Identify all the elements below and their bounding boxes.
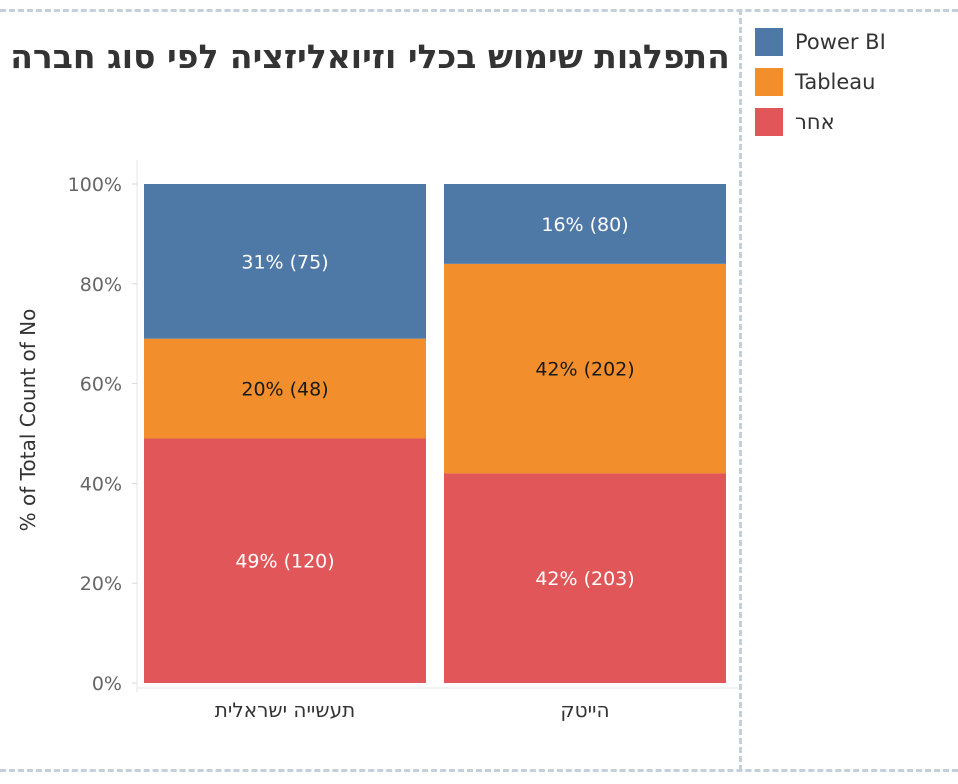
data-label: 42% (202) — [535, 359, 634, 381]
y-tick-label: 80% — [80, 274, 122, 296]
legend-swatch — [755, 68, 783, 96]
panel-divider — [739, 9, 742, 771]
legend: Power BI Tableau אחר — [755, 22, 886, 142]
y-tick-label: 0% — [92, 673, 122, 695]
data-label: 31% (75) — [241, 251, 328, 273]
legend-swatch — [755, 28, 783, 56]
y-axis-title: % of Total Count of No — [16, 309, 40, 532]
bar-segment — [144, 184, 426, 339]
legend-item[interactable]: אחר — [755, 102, 886, 142]
bar-segment — [144, 338, 426, 439]
data-label: 16% (80) — [541, 214, 628, 236]
data-label: 20% (48) — [241, 379, 328, 401]
y-tick-label: 60% — [80, 374, 122, 396]
bar-segment — [444, 184, 726, 264]
bottom-border — [0, 769, 958, 772]
chart-title: התפלגות שימוש בכלי וזיואליזציה לפי סוג ח… — [10, 37, 730, 76]
y-tick-label: 20% — [80, 573, 122, 595]
bar-segment — [444, 263, 726, 474]
bar-segment — [444, 473, 726, 683]
bar-segment — [144, 438, 426, 683]
legend-item[interactable]: Power BI — [755, 22, 886, 62]
legend-label: Power BI — [795, 30, 886, 54]
x-category-label: תעשייה ישראלית — [215, 698, 356, 722]
legend-label: אחר — [795, 110, 835, 134]
legend-item[interactable]: Tableau — [755, 62, 886, 102]
top-border — [0, 9, 958, 12]
legend-swatch — [755, 108, 783, 136]
data-label: 49% (120) — [235, 551, 334, 573]
y-tick-label: 40% — [80, 473, 122, 495]
y-tick-label: 100% — [68, 174, 122, 196]
x-category-label: הייטק — [560, 698, 609, 722]
legend-label: Tableau — [795, 70, 876, 94]
data-label: 42% (203) — [535, 568, 634, 590]
